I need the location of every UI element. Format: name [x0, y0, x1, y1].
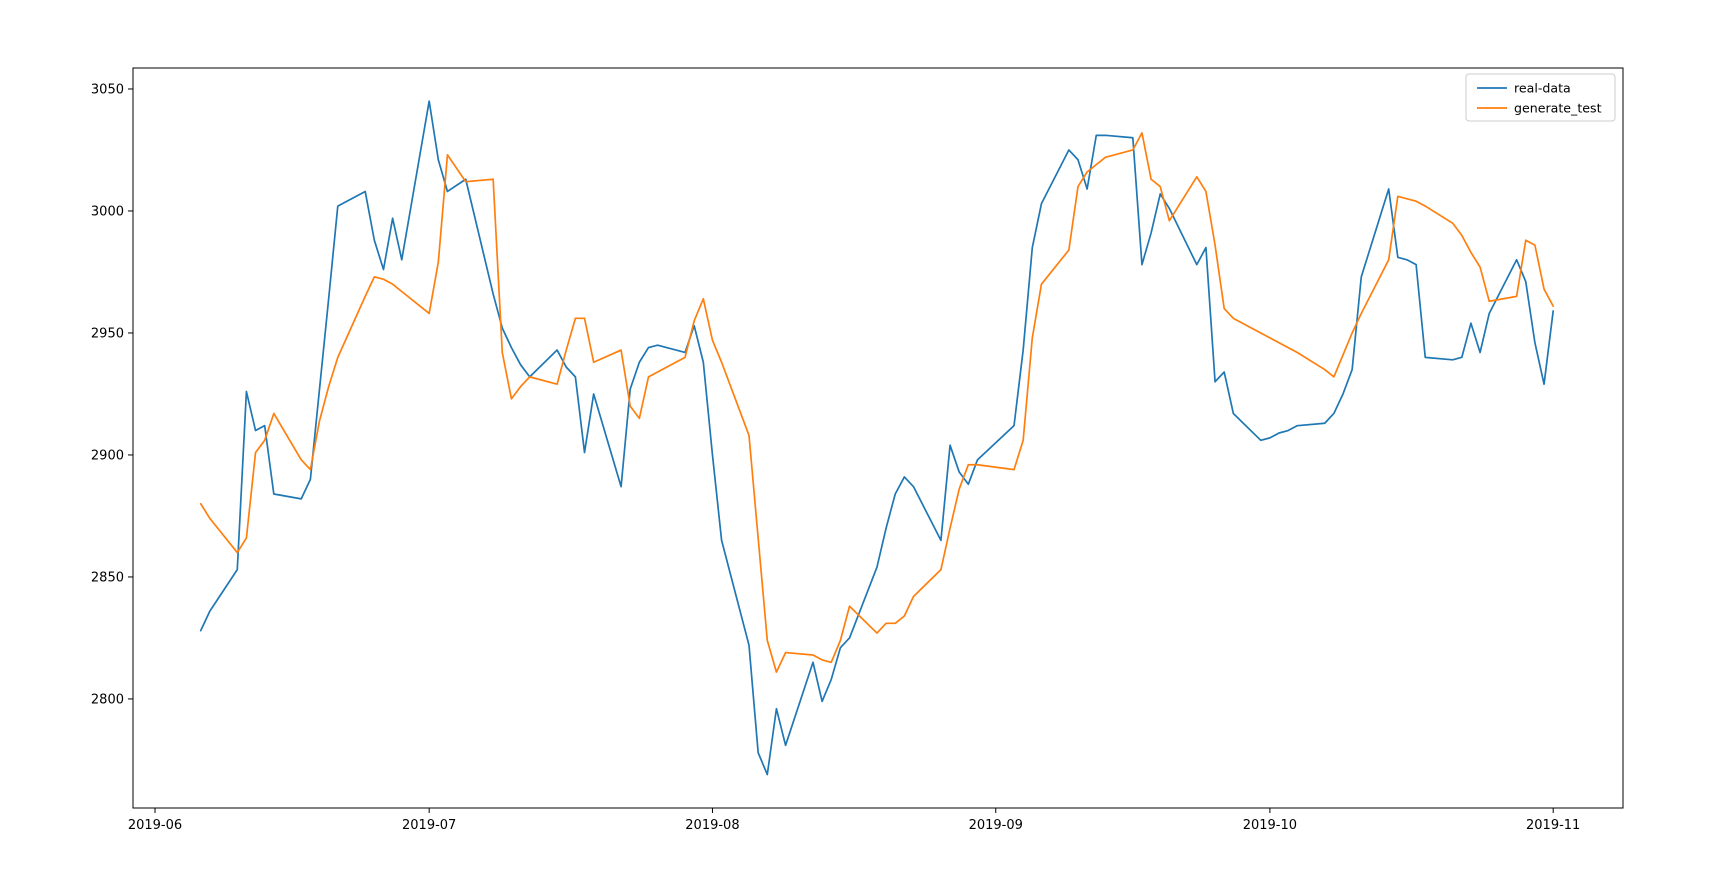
legend: real-data generate_test: [1465, 73, 1616, 122]
x-tick-label: 2019-09: [969, 818, 1023, 833]
y-tick-label: 2850: [91, 570, 124, 585]
x-tick-label: 2019-07: [402, 818, 456, 833]
x-tick-label: 2019-06: [128, 818, 182, 833]
plot-border: [132, 67, 1624, 809]
series-lines: [199, 100, 1555, 776]
legend-label-generate-test: generate_test: [1514, 101, 1602, 116]
y-tick-label: 3050: [91, 82, 124, 97]
y-axis-ticks: 2800 2850 2900 2950 3000 3050: [91, 82, 133, 707]
x-axis-ticks: 2019-06 2019-07 2019-08 2019-09 2019-10 2019-…: [128, 808, 1580, 833]
legend-box: [1465, 73, 1616, 122]
series-line-generate_test: [199, 132, 1555, 673]
x-tick-label: 2019-10: [1243, 818, 1297, 833]
x-tick-label: 2019-08: [685, 818, 739, 833]
y-tick-label: 3000: [91, 204, 124, 219]
y-tick-label: 2950: [91, 326, 124, 341]
y-tick-label: 2900: [91, 448, 124, 463]
x-tick-label: 2019-11: [1526, 818, 1580, 833]
series-line-real-data: [199, 100, 1555, 776]
legend-label-real-data: real-data: [1514, 81, 1571, 96]
y-tick-label: 2800: [91, 692, 124, 707]
